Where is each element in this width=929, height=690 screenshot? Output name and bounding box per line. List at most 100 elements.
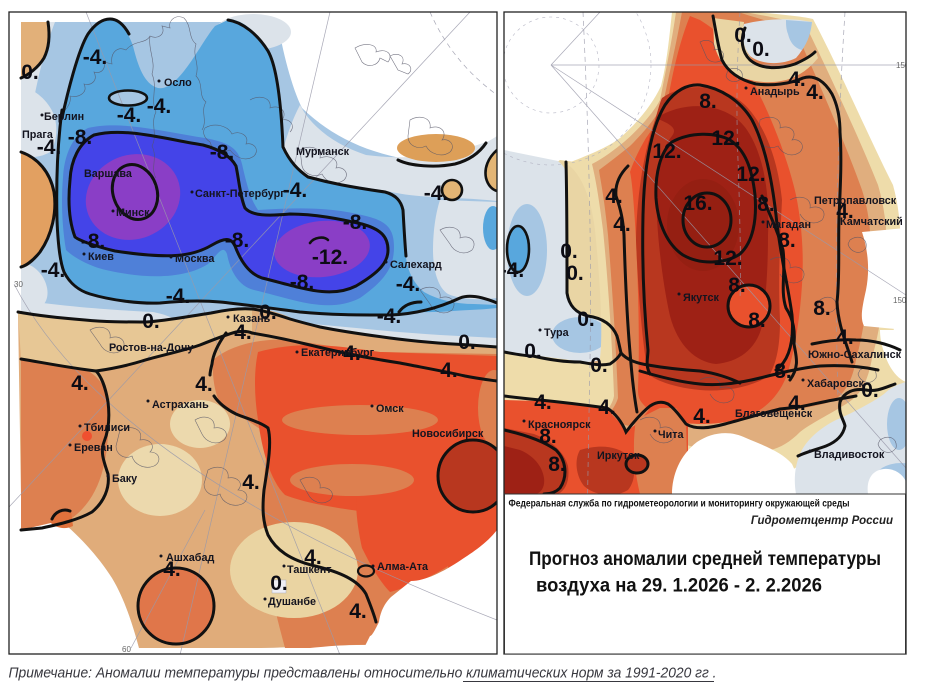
svg-text:Петропавловск: Петропавловск (814, 195, 897, 207)
svg-text:-4.: -4. (424, 182, 449, 205)
svg-text:Тура: Тура (544, 327, 570, 339)
svg-text:4.: 4. (693, 405, 711, 428)
svg-text:0.: 0. (734, 24, 752, 47)
svg-text:Чита: Чита (658, 429, 685, 441)
svg-text:-4.: -4. (41, 259, 66, 282)
svg-text:8.: 8. (548, 453, 566, 476)
svg-text:Камчатский: Камчатский (840, 216, 903, 228)
svg-text:0.: 0. (458, 331, 476, 354)
svg-text:150: 150 (896, 61, 910, 70)
svg-text:Варшава: Варшава (84, 168, 133, 180)
svg-text:Ростов-на-Дону: Ростов-на-Дону (109, 342, 193, 354)
svg-text:Тбилиси: Тбилиси (84, 422, 130, 434)
svg-text:0.: 0. (142, 310, 160, 333)
svg-text:16.: 16. (683, 192, 712, 215)
svg-text:8.: 8. (748, 309, 766, 332)
svg-text:Омск: Омск (376, 403, 404, 415)
svg-text:0.: 0. (259, 301, 277, 324)
svg-text:Иркутск: Иркутск (597, 450, 640, 462)
svg-text:8.: 8. (757, 193, 775, 216)
svg-text:Салехард: Салехард (390, 259, 442, 271)
svg-text:-8.: -8. (343, 211, 368, 234)
svg-text:Душанбе: Душанбе (268, 596, 316, 608)
svg-text:Казань: Казань (233, 313, 271, 325)
svg-text:Астрахань: Астрахань (152, 399, 209, 411)
svg-text:Хабаровск: Хабаровск (807, 378, 864, 390)
svg-text:Новосибирск: Новосибирск (412, 428, 484, 440)
svg-text:60: 60 (122, 645, 131, 654)
svg-text:4.: 4. (605, 185, 623, 208)
svg-text:4.: 4. (788, 68, 806, 91)
svg-text:0.: 0. (590, 354, 608, 377)
svg-text:воздуха на 29. 1.2026 - 2.: воздуха на 29. 1.2026 - 2. 2.2026 (536, 575, 822, 597)
svg-text:12.: 12. (713, 247, 742, 270)
svg-text:0.: 0. (21, 61, 39, 84)
svg-text:Москва: Москва (175, 253, 215, 265)
svg-text:8.: 8. (813, 297, 831, 320)
svg-text:4.: 4. (195, 373, 213, 396)
svg-text:30: 30 (14, 280, 23, 289)
svg-text:0.: 0. (861, 379, 879, 402)
svg-text:-4.: -4. (396, 273, 421, 296)
svg-text:4.: 4. (836, 200, 854, 223)
svg-text:Гидрометцентр России: Гидрометцентр России (751, 515, 893, 527)
svg-text:-4.: -4. (83, 46, 108, 69)
svg-text:-8.: -8. (81, 230, 106, 253)
svg-text:150: 150 (893, 296, 907, 305)
svg-text:8.: 8. (774, 360, 792, 383)
svg-text:4.: 4. (304, 546, 322, 569)
svg-text:12.: 12. (652, 140, 681, 163)
svg-text:4.: 4. (806, 81, 824, 104)
svg-text:Осло: Осло (164, 77, 192, 89)
svg-text:-4.: -4. (500, 259, 525, 282)
svg-text:-4.: -4. (166, 285, 191, 308)
svg-text:-8.: -8. (210, 141, 235, 164)
svg-text:4.: 4. (343, 342, 361, 365)
svg-text:-4.: -4. (283, 179, 308, 202)
svg-text:4.: 4. (613, 213, 631, 236)
svg-text:-8.: -8. (290, 271, 315, 294)
svg-text:12.: 12. (711, 127, 740, 150)
svg-text:Ташкент: Ташкент (287, 564, 332, 576)
svg-text:0.: 0. (577, 308, 595, 331)
svg-text:4.: 4. (349, 600, 367, 623)
svg-text:Владивосток: Владивосток (814, 449, 885, 461)
svg-text:8.: 8. (539, 425, 557, 448)
svg-text:Ашхабад: Ашхабад (166, 552, 214, 564)
svg-text:-4.: -4. (147, 95, 172, 118)
svg-text:Минск: Минск (116, 207, 150, 219)
svg-text:Мурманск: Мурманск (296, 146, 350, 158)
svg-text:0.: 0. (560, 240, 578, 263)
svg-text:8.: 8. (699, 90, 717, 113)
svg-text:4.: 4. (440, 359, 458, 382)
svg-text:-4.: -4. (117, 104, 142, 127)
svg-text:4.: 4. (836, 326, 854, 349)
svg-text:Алма-Ата: Алма-Ата (377, 561, 429, 573)
svg-text:4.: 4. (234, 321, 252, 344)
svg-text:Баку: Баку (112, 473, 137, 485)
svg-text:4.: 4. (788, 392, 806, 415)
svg-text:Киев: Киев (88, 251, 114, 263)
svg-text:4.: 4. (534, 391, 552, 414)
svg-text:8.: 8. (778, 229, 796, 252)
svg-text:-8.: -8. (68, 126, 93, 149)
svg-text:Красноярск: Красноярск (528, 419, 591, 431)
svg-text:Екатеринбург: Екатеринбург (301, 347, 375, 359)
svg-text:0.: 0. (270, 572, 288, 595)
svg-text:Федеральная служба по гидромет: Федеральная служба по гидрометеорологии … (509, 499, 850, 510)
svg-text:4.: 4. (71, 372, 89, 395)
svg-text:Прага: Прага (22, 129, 54, 141)
svg-text:0.: 0. (524, 340, 542, 363)
svg-text:Санкт-Петербург: Санкт-Петербург (195, 188, 285, 200)
svg-text:Якутск: Якутск (683, 292, 719, 304)
svg-text:Прогноз аномалии средней темпе: Прогноз аномалии средней температуры (529, 548, 881, 570)
svg-text:0.: 0. (566, 262, 584, 285)
svg-text:Благовещенск: Благовещенск (735, 408, 813, 420)
svg-text:Примечание: Аномалии температу: Примечание: Аномалии температуры предста… (9, 665, 717, 682)
svg-text:Магадан: Магадан (766, 219, 811, 231)
svg-text:-8.: -8. (225, 229, 250, 252)
svg-text:-4.: -4. (377, 305, 402, 328)
svg-text:Ереван: Ереван (74, 442, 113, 454)
svg-text:8.: 8. (728, 274, 746, 297)
svg-text:4.: 4. (598, 396, 616, 419)
